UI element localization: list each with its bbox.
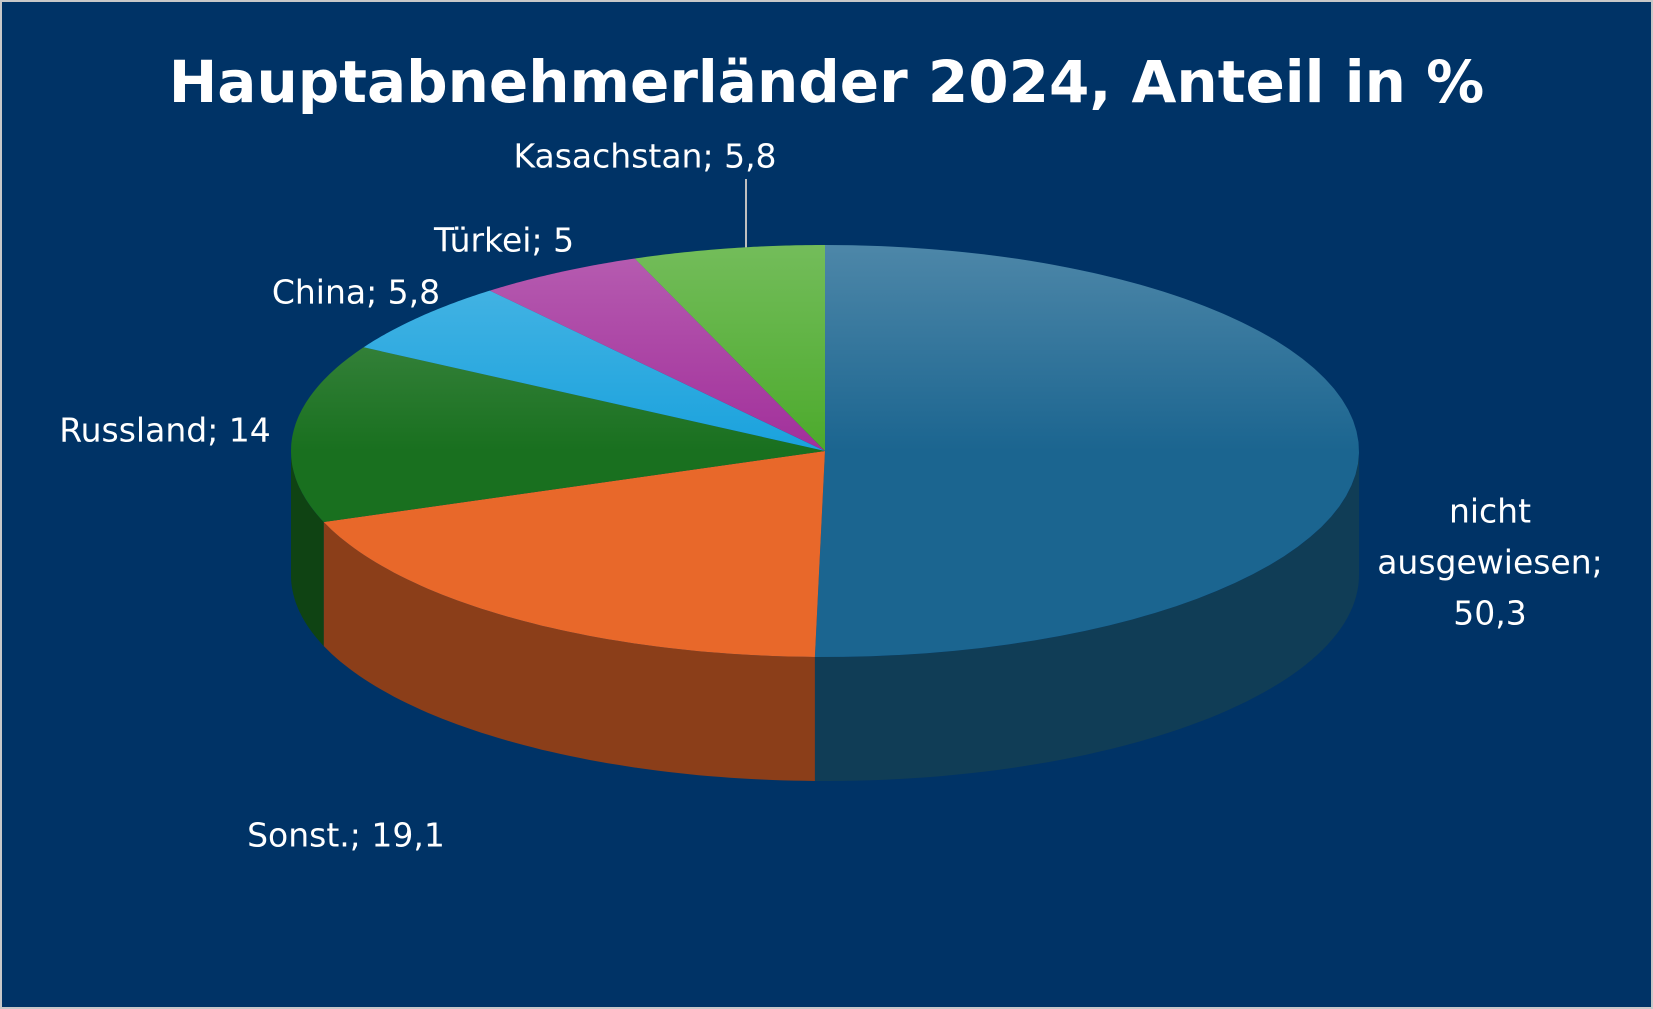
chart-title: Hauptabnehmerländer 2024, Anteil in %	[168, 48, 1485, 116]
data-label: Kasachstan; 5,8	[513, 136, 777, 176]
slice-side	[814, 451, 1359, 781]
data-label: China; 5,8	[271, 272, 441, 312]
data-label: Russland; 14	[59, 410, 271, 450]
data-label: Türkei; 5	[433, 220, 575, 260]
data-label: nicht ausgewiesen; 50,3	[1377, 491, 1603, 633]
data-label: Sonst.; 19,1	[247, 815, 445, 855]
